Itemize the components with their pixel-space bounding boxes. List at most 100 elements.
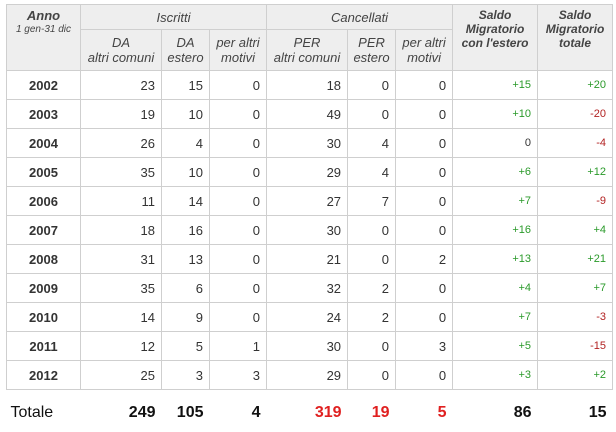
per-comuni-cell: 30 bbox=[266, 128, 349, 158]
table-row: 2003 19 10 0 49 0 0 +10 -20 bbox=[6, 99, 614, 129]
col-per-estero: PER estero bbox=[347, 29, 397, 71]
iscr-altri-cell: 0 bbox=[208, 186, 268, 216]
table-row: 2010 14 9 0 24 2 0 +7 -3 bbox=[6, 302, 614, 332]
saldo-estero-cell: +7 bbox=[452, 302, 539, 332]
da-comuni-cell: 35 bbox=[80, 273, 162, 303]
canc-altri-cell: 3 bbox=[395, 331, 454, 361]
canc-altri-cell: 0 bbox=[395, 70, 454, 100]
per-estero-cell: 0 bbox=[347, 331, 397, 361]
totals-row: Totale 249 105 4 319 19 5 86 15 bbox=[7, 398, 613, 428]
year-cell: 2008 bbox=[6, 244, 81, 274]
iscr-altri-cell: 3 bbox=[208, 360, 268, 390]
da-comuni-cell: 19 bbox=[80, 99, 162, 129]
per-estero-cell: 0 bbox=[347, 215, 397, 245]
per-estero-cell: 0 bbox=[347, 99, 397, 129]
da-comuni-cell: 14 bbox=[80, 302, 162, 332]
saldo-totale-cell: -15 bbox=[537, 331, 614, 361]
per-comuni-cell: 27 bbox=[266, 186, 349, 216]
canc-altri-cell: 0 bbox=[395, 302, 454, 332]
year-header: Anno 1 gen-31 dic bbox=[6, 4, 81, 71]
da-comuni-cell: 31 bbox=[80, 244, 162, 274]
total-saldo-totale: 15 bbox=[588, 404, 607, 421]
per-comuni-cell: 49 bbox=[266, 99, 349, 129]
saldo-estero-cell: +15 bbox=[452, 70, 539, 100]
da-estero-cell: 3 bbox=[161, 360, 210, 390]
da-comuni-cell: 26 bbox=[80, 128, 162, 158]
per-comuni-cell: 21 bbox=[266, 244, 349, 274]
da-estero-cell: 15 bbox=[161, 70, 210, 100]
da-estero-cell: 10 bbox=[161, 157, 210, 187]
total-da-comuni: 249 bbox=[128, 404, 156, 421]
canc-altri-cell: 0 bbox=[395, 128, 454, 158]
saldo-estero-cell: +4 bbox=[452, 273, 539, 303]
da-comuni-cell: 23 bbox=[80, 70, 162, 100]
saldo-totale-cell: -20 bbox=[537, 99, 614, 129]
saldo-estero-cell: +7 bbox=[452, 186, 539, 216]
per-estero-cell: 0 bbox=[347, 70, 397, 100]
year-cell: 2009 bbox=[6, 273, 81, 303]
iscr-altri-cell: 0 bbox=[208, 157, 268, 187]
total-iscr-altri: 4 bbox=[251, 404, 261, 421]
saldo-estero-header: Saldo Migratorio con l'estero bbox=[452, 4, 539, 71]
da-estero-cell: 9 bbox=[161, 302, 210, 332]
saldo-totale-cell: +4 bbox=[537, 215, 614, 245]
per-estero-cell: 7 bbox=[347, 186, 397, 216]
table-row: 2002 23 15 0 18 0 0 +15 +20 bbox=[6, 70, 614, 100]
per-comuni-cell: 30 bbox=[266, 331, 349, 361]
per-comuni-cell: 29 bbox=[266, 157, 349, 187]
iscr-altri-cell: 1 bbox=[208, 331, 268, 361]
migration-table: Anno 1 gen-31 dic Iscritti Cancellati Sa… bbox=[6, 4, 614, 428]
saldo-totale-header: Saldo Migratorio totale bbox=[537, 4, 614, 71]
saldo-estero-cell: +13 bbox=[452, 244, 539, 274]
da-estero-cell: 6 bbox=[161, 273, 210, 303]
iscr-altri-cell: 0 bbox=[208, 99, 268, 129]
iscr-altri-cell: 0 bbox=[208, 273, 268, 303]
total-per-estero: 19 bbox=[371, 404, 390, 421]
year-cell: 2003 bbox=[6, 99, 81, 129]
iscritti-header: Iscritti bbox=[79, 4, 268, 30]
da-comuni-cell: 18 bbox=[80, 215, 162, 245]
saldo-totale-cell: +21 bbox=[537, 244, 614, 274]
col-per-comuni: PER altri comuni bbox=[266, 29, 349, 71]
canc-altri-cell: 0 bbox=[395, 215, 454, 245]
per-comuni-cell: 30 bbox=[266, 215, 349, 245]
canc-altri-cell: 0 bbox=[395, 157, 454, 187]
cancellati-header: Cancellati bbox=[266, 4, 454, 30]
iscr-altri-cell: 0 bbox=[208, 128, 268, 158]
per-estero-cell: 2 bbox=[347, 302, 397, 332]
year-subtitle: 1 gen-31 dic bbox=[15, 24, 72, 35]
per-estero-cell: 4 bbox=[347, 157, 397, 187]
da-estero-cell: 5 bbox=[161, 331, 210, 361]
per-comuni-cell: 32 bbox=[266, 273, 349, 303]
saldo-estero-cell: +10 bbox=[452, 99, 539, 129]
saldo-totale-cell: +12 bbox=[537, 157, 614, 187]
iscr-altri-cell: 0 bbox=[208, 215, 268, 245]
saldo-estero-cell: 0 bbox=[452, 128, 539, 158]
da-estero-cell: 16 bbox=[161, 215, 210, 245]
iscr-altri-cell: 0 bbox=[208, 302, 268, 332]
year-cell: 2004 bbox=[6, 128, 81, 158]
saldo-totale-cell: +2 bbox=[537, 360, 614, 390]
total-canc-altri: 5 bbox=[437, 404, 447, 421]
da-estero-cell: 10 bbox=[161, 99, 210, 129]
canc-altri-cell: 0 bbox=[395, 99, 454, 129]
year-cell: 2012 bbox=[6, 360, 81, 390]
per-estero-cell: 2 bbox=[347, 273, 397, 303]
per-comuni-cell: 24 bbox=[266, 302, 349, 332]
da-comuni-cell: 12 bbox=[80, 331, 162, 361]
col-da-comuni: DA altri comuni bbox=[80, 29, 162, 71]
total-da-estero: 105 bbox=[176, 404, 204, 421]
iscr-altri-cell: 0 bbox=[208, 70, 268, 100]
saldo-totale-cell: +7 bbox=[537, 273, 614, 303]
canc-altri-cell: 0 bbox=[395, 186, 454, 216]
year-cell: 2007 bbox=[6, 215, 81, 245]
per-estero-cell: 0 bbox=[347, 244, 397, 274]
year-cell: 2002 bbox=[6, 70, 81, 100]
col-da-estero: DA estero bbox=[161, 29, 210, 71]
per-comuni-cell: 18 bbox=[266, 70, 349, 100]
da-comuni-cell: 25 bbox=[80, 360, 162, 390]
per-estero-cell: 0 bbox=[347, 360, 397, 390]
da-estero-cell: 13 bbox=[161, 244, 210, 274]
per-estero-cell: 4 bbox=[347, 128, 397, 158]
table-row: 2007 18 16 0 30 0 0 +16 +4 bbox=[6, 215, 614, 245]
